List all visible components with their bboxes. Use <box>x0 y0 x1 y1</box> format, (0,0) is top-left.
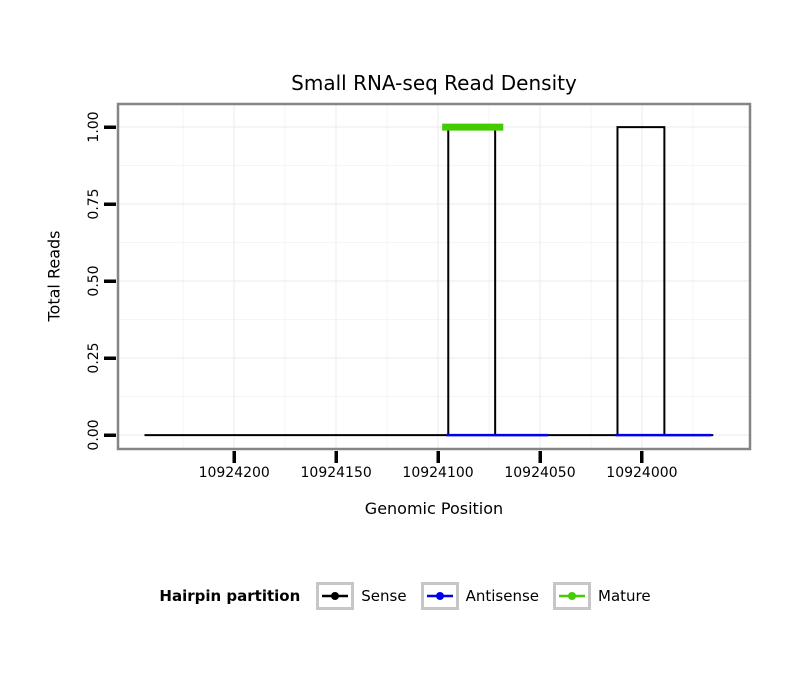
y-axis-title: Total Reads <box>44 230 64 322</box>
x-axis-title: Genomic Position <box>364 499 504 518</box>
x-tick-label: 10924150 <box>300 465 372 481</box>
legend-entry-mature: Mature <box>553 582 651 610</box>
legend-entry-sense: Sense <box>316 582 407 610</box>
x-tick-label: 10924200 <box>198 465 270 481</box>
x-tick-label: 10924050 <box>504 465 576 481</box>
axis-tick-marks <box>104 125 644 463</box>
x-tick-label: 10924000 <box>606 465 678 481</box>
legend-key-antisense-icon <box>420 582 459 610</box>
chart-title: Small RNA-seq Read Density <box>291 71 577 95</box>
y-tick-label: 0.50 <box>86 265 102 297</box>
y-tick-label: 1.00 <box>86 111 102 143</box>
x-tick-label: 10924100 <box>402 465 474 481</box>
legend-title: Hairpin partition <box>159 587 301 605</box>
panel-background <box>118 104 750 449</box>
legend-key-mature-icon <box>553 582 591 610</box>
legend: Hairpin partition Sense Antisense Mature <box>0 582 810 610</box>
y-tick-label: 0.25 <box>86 342 102 374</box>
gridlines-minor <box>118 104 750 449</box>
legend-label: Sense <box>361 587 407 605</box>
legend-entry-antisense: Antisense <box>420 582 539 610</box>
panel-border <box>116 102 752 451</box>
y-tick-label: 0.00 <box>86 419 102 451</box>
legend-entries: Sense Antisense Mature <box>316 582 651 610</box>
y-tick-label: 0.75 <box>86 188 102 220</box>
series-sense <box>144 126 714 437</box>
legend-label: Antisense <box>465 587 539 605</box>
legend-key-sense-icon <box>316 582 355 610</box>
legend-label: Mature <box>598 587 651 605</box>
